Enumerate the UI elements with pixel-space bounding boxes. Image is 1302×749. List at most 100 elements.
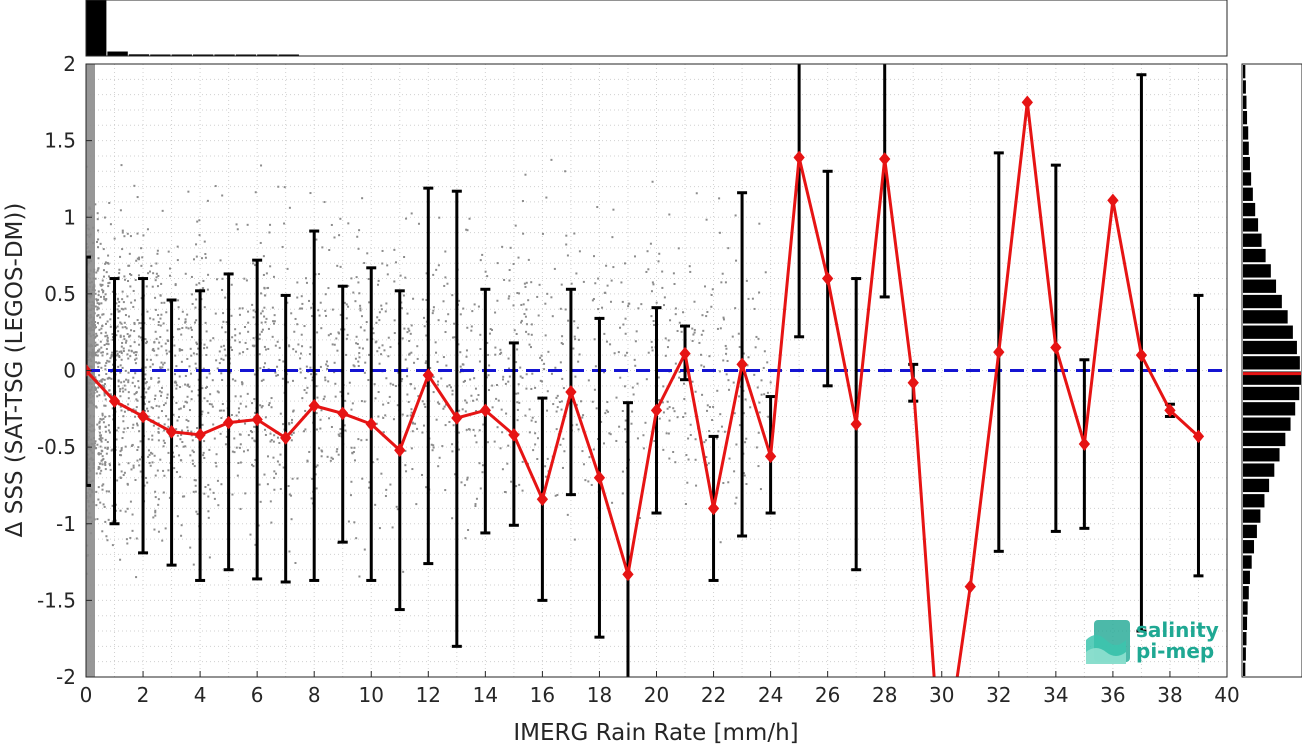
- scatter-point: [405, 470, 408, 473]
- scatter-point: [92, 415, 95, 418]
- scatter-point: [607, 410, 610, 413]
- scatter-point: [640, 303, 643, 306]
- scatter-point: [129, 285, 132, 288]
- scatter-point: [189, 546, 192, 549]
- scatter-point: [98, 425, 101, 428]
- scatter-point: [134, 415, 137, 418]
- scatter-point: [727, 388, 730, 391]
- scatter-point: [262, 378, 265, 381]
- scatter-point: [624, 354, 627, 357]
- scatter-point: [129, 334, 132, 337]
- scatter-point: [155, 354, 158, 357]
- scatter-point: [99, 438, 102, 441]
- scatter-point: [432, 273, 435, 276]
- scatter-point: [666, 346, 669, 349]
- scatter-point: [119, 334, 122, 337]
- scatter-point: [252, 309, 255, 312]
- scatter-point: [154, 474, 157, 477]
- scatter-point: [712, 405, 715, 408]
- scatter-point: [488, 332, 491, 335]
- scatter-point: [203, 456, 206, 459]
- scatter-point: [156, 252, 159, 255]
- scatter-point: [358, 356, 361, 359]
- scatter-point: [148, 400, 151, 403]
- scatter-point: [119, 364, 122, 367]
- scatter-point: [90, 360, 93, 363]
- scatter-point: [247, 330, 250, 333]
- scatter-point: [240, 381, 243, 384]
- scatter-point: [652, 320, 655, 323]
- scatter-point: [417, 395, 420, 398]
- mean-marker: [137, 409, 149, 424]
- scatter-point: [274, 344, 277, 347]
- scatter-point: [698, 341, 701, 344]
- scatter-point: [115, 350, 118, 353]
- scatter-point: [267, 347, 270, 350]
- scatter-point: [88, 295, 91, 298]
- scatter-point: [221, 403, 224, 406]
- scatter-point: [762, 366, 765, 369]
- scatter-point: [86, 165, 89, 168]
- scatter-point: [408, 340, 411, 343]
- scatter-point: [162, 363, 165, 366]
- scatter-point: [560, 342, 563, 345]
- scatter-point: [119, 454, 122, 457]
- scatter-point: [146, 481, 149, 484]
- scatter-point: [154, 330, 157, 333]
- scatter-point: [121, 437, 124, 440]
- scatter-point: [99, 340, 102, 343]
- y-tick-label: -1.5: [37, 588, 76, 612]
- scatter-point: [215, 359, 218, 362]
- scatter-point: [201, 387, 204, 390]
- scatter-point: [464, 399, 467, 402]
- scatter-point: [355, 335, 358, 338]
- y-tick-label: 1: [63, 205, 76, 229]
- scatter-point: [86, 544, 89, 547]
- logo-line1: salinity: [1136, 618, 1219, 642]
- scatter-point: [403, 327, 406, 330]
- scatter-point: [124, 369, 127, 372]
- scatter-point: [269, 432, 272, 435]
- scatter-point: [108, 490, 111, 493]
- scatter-point: [209, 393, 212, 396]
- scatter-point: [581, 416, 584, 419]
- scatter-point: [120, 307, 123, 310]
- scatter-point: [95, 361, 98, 364]
- scatter-point: [187, 383, 190, 386]
- scatter-point: [93, 283, 96, 286]
- scatter-point: [507, 444, 510, 447]
- scatter-point: [372, 332, 375, 335]
- scatter-point: [668, 213, 671, 216]
- scatter-point: [86, 227, 89, 230]
- x-tick-label: 38: [1157, 683, 1182, 707]
- scatter-point: [92, 270, 95, 273]
- scatter-point: [703, 441, 706, 444]
- x-tick-label: 28: [872, 683, 897, 707]
- scatter-point: [325, 314, 328, 317]
- scatter-point: [109, 325, 112, 328]
- scatter-point: [727, 247, 730, 250]
- scatter-point: [357, 364, 360, 367]
- scatter-point: [503, 278, 506, 281]
- scatter-point: [110, 313, 113, 316]
- scatter-point: [254, 264, 257, 267]
- scatter-point: [338, 434, 341, 437]
- scatter-point: [89, 388, 92, 391]
- scatter-point: [273, 314, 276, 317]
- scatter-point: [674, 313, 677, 316]
- scatter-point: [192, 258, 195, 261]
- scatter-point: [203, 397, 206, 400]
- scatter-point: [143, 395, 146, 398]
- scatter-point: [191, 449, 194, 452]
- scatter-point: [90, 281, 93, 284]
- scatter-point: [87, 228, 90, 231]
- scatter-point: [244, 341, 247, 344]
- scatter-point: [167, 469, 170, 472]
- scatter-point: [90, 328, 93, 331]
- mean-marker: [1050, 340, 1062, 355]
- scatter-point: [458, 409, 461, 412]
- scatter-point: [437, 264, 440, 267]
- scatter-point: [177, 299, 180, 302]
- scatter-point: [139, 336, 142, 339]
- scatter-point: [87, 516, 90, 519]
